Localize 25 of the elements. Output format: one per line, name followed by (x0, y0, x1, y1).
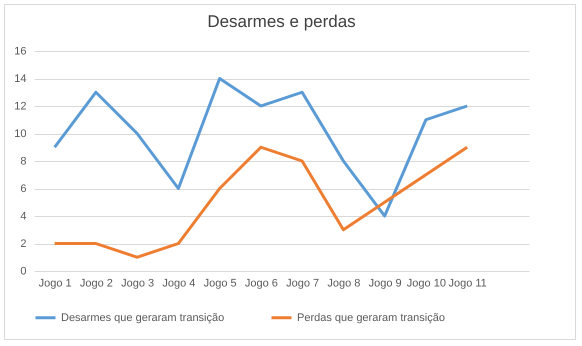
x-tick-label: Jogo 8 (327, 278, 360, 290)
x-tick-label: Jogo 6 (244, 278, 278, 290)
line-series (53, 146, 469, 259)
y-tick-label: 6 (20, 183, 26, 195)
y-tick-label: 2 (20, 238, 26, 250)
x-tick-label: Jogo 7 (286, 278, 320, 290)
y-tick-label: 14 (14, 73, 26, 85)
y-tick-label: 12 (14, 100, 26, 112)
y-tick-label: 4 (20, 210, 26, 222)
x-tick-label: Jogo 5 (204, 278, 237, 290)
x-tick-label: Jogo 11 (448, 278, 487, 290)
x-tick-label: Jogo 4 (162, 278, 196, 290)
x-tick-label: Jogo 2 (80, 278, 113, 290)
x-tick-label: Jogo 10 (406, 278, 446, 290)
legend-label: Perdas que geraram transição (297, 312, 445, 324)
x-tick-label: Jogo 1 (38, 278, 72, 290)
y-tick-label: 8 (20, 156, 26, 168)
x-tick-label: Jogo 9 (368, 278, 402, 290)
chart-title: Desarmes e perdas (207, 12, 356, 31)
y-tick-label: 0 (20, 266, 26, 278)
line-series (53, 77, 469, 218)
x-tick-label: Jogo 3 (121, 278, 154, 290)
y-tick-label: 10 (14, 128, 26, 140)
legend-label: Desarmes que geraram transição (61, 312, 224, 324)
y-tick-label: 16 (14, 46, 26, 58)
